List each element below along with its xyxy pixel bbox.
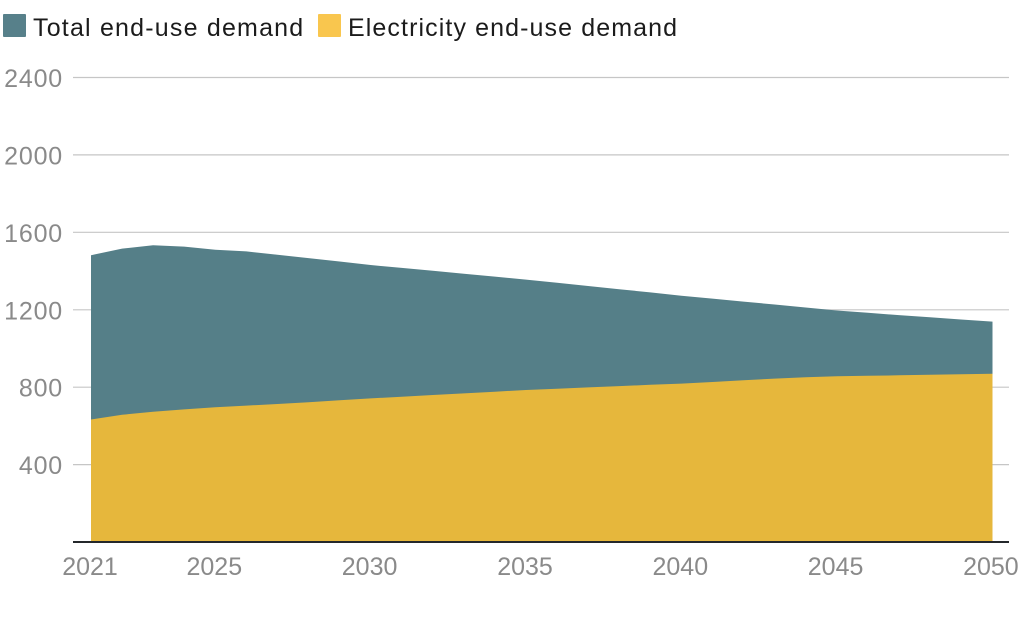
svg-text:2050: 2050 [963, 553, 1019, 581]
svg-text:1200: 1200 [4, 297, 63, 325]
svg-text:2000: 2000 [4, 142, 63, 170]
svg-text:2035: 2035 [497, 553, 553, 581]
svg-text:2400: 2400 [4, 65, 63, 93]
svg-text:800: 800 [19, 375, 63, 403]
svg-text:2040: 2040 [652, 553, 708, 581]
svg-text:2021: 2021 [62, 553, 118, 581]
svg-text:Electricity end-use demand: Electricity end-use demand [348, 14, 678, 42]
svg-text:400: 400 [19, 452, 63, 480]
svg-text:2045: 2045 [808, 553, 864, 581]
svg-text:2030: 2030 [342, 553, 398, 581]
svg-text:1600: 1600 [4, 220, 63, 248]
svg-text:Total end-use demand: Total end-use demand [33, 14, 304, 42]
svg-text:2025: 2025 [186, 553, 242, 581]
